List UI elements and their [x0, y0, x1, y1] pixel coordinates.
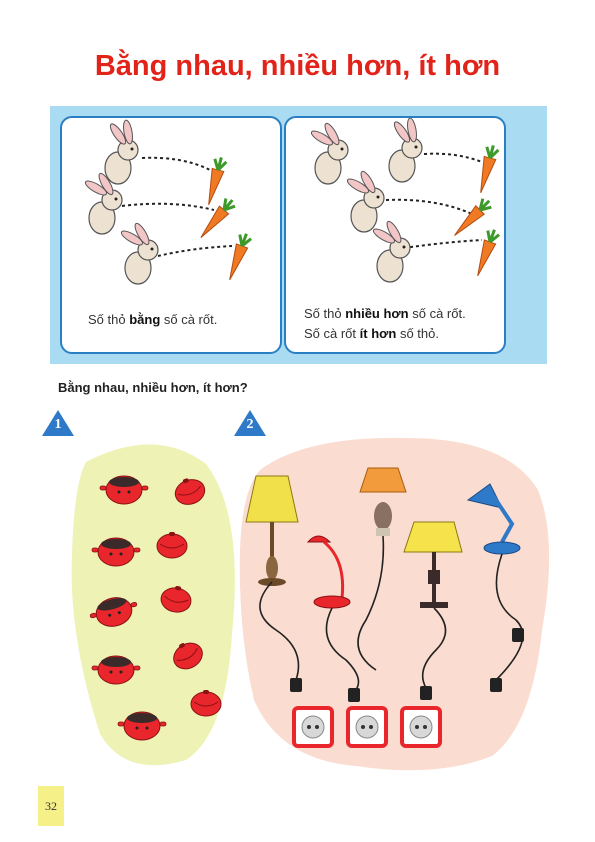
carrot-1: [480, 145, 500, 193]
carrot-2: [454, 198, 492, 236]
socket-1: [292, 706, 334, 748]
rabbit-3: [346, 170, 385, 233]
exercise-number: 1: [54, 417, 62, 432]
rabbits-carrots-more-illustration: [310, 118, 501, 283]
caption-text: số cà rốt.: [160, 312, 218, 327]
carrot-1: [208, 157, 228, 205]
lid-3: [160, 586, 192, 613]
caption-text: số cà rốt.: [408, 306, 466, 321]
caption-keyword: ít hơn: [359, 326, 397, 341]
exercise-number: 2: [246, 417, 254, 432]
caption-text: Số thỏ: [304, 306, 346, 321]
triangle-icon: [234, 410, 266, 436]
page-number: 32: [38, 786, 64, 826]
pot-2: [91, 537, 141, 567]
pot-5: [117, 711, 167, 741]
lamps-and-sockets-illustration: [239, 437, 550, 771]
pots-and-lids-illustration: [71, 444, 235, 766]
exercise-1-marker: 1: [40, 408, 76, 438]
rabbit-1: [104, 119, 139, 185]
triangle-icon: [42, 410, 74, 436]
plugs: [290, 628, 524, 702]
rabbit-1: [310, 122, 349, 185]
dashed-lines: [121, 156, 233, 257]
caption-keyword: nhiều hơn: [345, 306, 409, 321]
yellow-blob: [71, 444, 235, 766]
cords: [259, 535, 524, 693]
question-text: Bằng nhau, nhiều hơn, ít hơn?: [58, 380, 248, 395]
lid-1: [174, 478, 206, 505]
example-panel-more-less: Số thỏ nhiều hơn số cà rốt. Số cà rốt ít…: [284, 116, 506, 354]
pot-3: [89, 597, 138, 627]
dashed-lines: [385, 152, 483, 249]
rabbit-2: [388, 118, 423, 183]
exercise-2-marker: 2: [232, 408, 268, 438]
carrot-2: [200, 198, 236, 238]
carrot-3: [477, 229, 501, 277]
lamp-1: [245, 475, 299, 586]
carrot-3: [229, 233, 253, 281]
caption-text: Số cà rốt: [304, 326, 360, 341]
caption-keyword: bằng: [129, 312, 161, 327]
rabbits-carrots-equal-illustration: [84, 119, 253, 285]
example-panel-equal: Số thỏ bằng số cà rốt.: [60, 116, 282, 354]
lamp-2: [306, 535, 351, 609]
pink-blob: [239, 437, 550, 771]
rabbit-3: [120, 222, 159, 285]
lamp-4: [403, 521, 463, 608]
pot-4: [91, 655, 141, 685]
lamp-3: [359, 467, 407, 536]
lid-5: [190, 690, 222, 717]
lid-4: [173, 642, 203, 670]
caption-less: Số cà rốt ít hơn số thỏ.: [286, 326, 522, 341]
caption-equal: Số thỏ bằng số cà rốt.: [62, 312, 306, 327]
caption-text: số thỏ.: [396, 326, 439, 341]
socket-3: [400, 706, 442, 748]
rabbit-4: [372, 220, 411, 283]
example-box: Số thỏ bằng số cà rốt.: [50, 106, 547, 364]
caption-text: Số thỏ: [88, 312, 130, 327]
rabbit-2: [84, 172, 123, 235]
socket-2: [346, 706, 388, 748]
pot-1: [99, 475, 149, 505]
page-title: Bằng nhau, nhiều hơn, ít hơn: [94, 50, 501, 82]
lid-2: [156, 532, 188, 559]
caption-more: Số thỏ nhiều hơn số cà rốt.: [286, 306, 522, 321]
